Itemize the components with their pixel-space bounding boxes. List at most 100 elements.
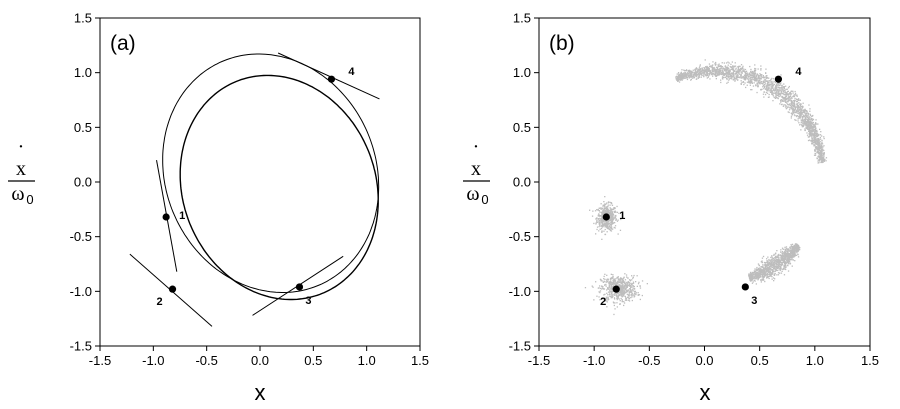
cloud-dot — [603, 288, 605, 290]
cloud-dot — [707, 73, 709, 75]
cloud-dot — [791, 101, 793, 103]
cloud-dot — [810, 140, 812, 142]
cloud-dot — [596, 221, 599, 223]
cloud-dot — [787, 264, 789, 267]
cloud-dot — [754, 79, 756, 81]
cloud-dot — [786, 107, 788, 109]
cloud-dot — [790, 107, 792, 109]
cloud-dot — [753, 77, 755, 80]
cloud-dot — [595, 223, 597, 225]
plot-frame — [99, 17, 421, 347]
cloud-dot — [614, 284, 616, 286]
cloud-dot — [770, 261, 772, 264]
cloud-dot — [777, 274, 780, 276]
cloud-dot — [762, 84, 765, 87]
cloud-dot — [747, 78, 749, 80]
cloud-dot — [752, 275, 754, 277]
cloud-dot — [800, 123, 802, 125]
cloud-dot — [805, 110, 808, 112]
cloud-dot — [818, 153, 820, 155]
cloud-dot — [706, 70, 708, 72]
cloud-dot — [787, 248, 790, 250]
cloud-dot — [608, 210, 610, 212]
cloud-dot — [787, 90, 789, 92]
cloud-dot — [761, 257, 764, 259]
cloud-dot — [807, 123, 810, 125]
cloud-dot — [614, 281, 616, 283]
cloud-dot — [796, 110, 798, 112]
cloud-dot — [789, 107, 791, 109]
cloud-dot — [791, 257, 793, 259]
cloud-dot — [626, 284, 629, 286]
cloud-dot — [753, 69, 756, 71]
cloud-dot — [772, 263, 774, 265]
state-cloud-2 — [584, 273, 648, 316]
cloud-dot — [772, 83, 774, 86]
cloud-dot — [628, 282, 631, 284]
cloud-dot — [606, 231, 608, 233]
cloud-dot — [822, 146, 824, 148]
cloud-dot — [800, 114, 802, 116]
cloud-dot — [768, 277, 770, 280]
cloud-dot — [790, 106, 792, 108]
cloud-dot — [686, 76, 689, 78]
cloud-dot — [789, 247, 791, 249]
cloud-dot — [804, 114, 807, 116]
cloud-dot — [763, 276, 765, 278]
cloud-dot — [756, 274, 758, 277]
cloud-dot — [749, 274, 751, 276]
cloud-dot — [780, 260, 782, 262]
cloud-dot — [768, 86, 770, 89]
cloud-dot — [682, 76, 684, 78]
cloud-dot — [774, 86, 776, 89]
cloud-dot — [615, 218, 617, 220]
cloud-dot — [793, 110, 795, 112]
cloud-dot — [766, 260, 768, 262]
cloud-dot — [686, 73, 688, 75]
cloud-dot — [812, 125, 814, 127]
cloud-dot — [612, 222, 614, 224]
y-axis-label: · x ω 0 — [463, 136, 490, 207]
cloud-dot — [686, 74, 688, 77]
cloud-dot — [761, 80, 763, 83]
cloud-dot — [813, 139, 815, 141]
cloud-dot — [794, 92, 797, 95]
cloud-dot — [772, 100, 774, 102]
cloud-dot — [591, 285, 593, 287]
cloud-dot — [794, 97, 796, 100]
cloud-dot — [694, 69, 697, 71]
cloud-dot — [813, 126, 815, 129]
cloud-dot — [714, 72, 716, 74]
cloud-dot — [723, 62, 725, 64]
cloud-dot — [820, 155, 822, 157]
cloud-dot — [604, 284, 606, 286]
cloud-dot — [733, 66, 735, 68]
cloud-dot — [785, 92, 787, 94]
cloud-dot — [804, 121, 806, 123]
cloud-dot — [732, 68, 735, 70]
cloud-dot — [598, 214, 601, 216]
cloud-dot — [794, 249, 796, 252]
cloud-dot — [619, 229, 622, 231]
cloud-dot — [807, 116, 809, 118]
cloud-dot — [764, 273, 766, 275]
cloud-dot — [814, 131, 816, 134]
cloud-dot — [605, 203, 607, 205]
cloud-dot — [695, 73, 698, 76]
cloud-dot — [768, 85, 770, 87]
cloud-dot — [692, 69, 694, 71]
cloud-dot — [619, 303, 621, 305]
y-tick-label: 0.5 — [513, 120, 531, 135]
cloud-dot — [773, 89, 775, 91]
cloud-dot — [774, 264, 776, 267]
cloud-dot — [788, 257, 790, 260]
cloud-dot — [770, 88, 772, 90]
cloud-dot — [745, 77, 747, 79]
cloud-dot — [811, 123, 814, 125]
cloud-dot — [797, 105, 799, 107]
cloud-dot — [820, 148, 822, 151]
cloud-dot — [791, 248, 793, 250]
cloud-dot — [619, 285, 622, 287]
cloud-dot — [799, 247, 801, 249]
cloud-dot — [782, 254, 784, 256]
